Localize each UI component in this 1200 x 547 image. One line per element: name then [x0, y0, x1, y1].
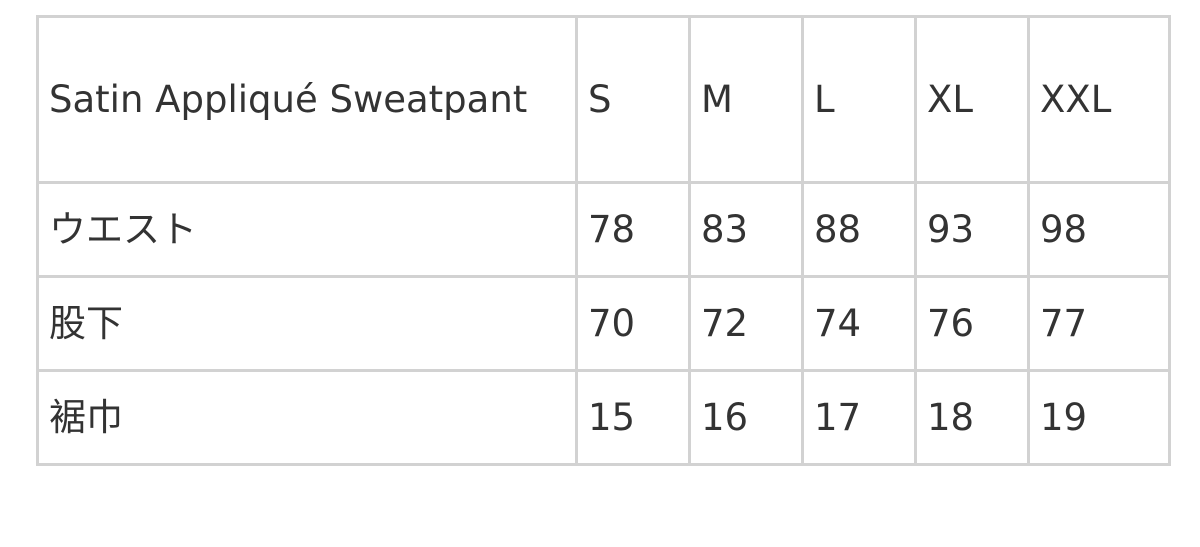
- row-label: ウエスト: [36, 181, 578, 278]
- table-cell: 76: [914, 275, 1030, 372]
- product-name-header: Satin Appliqué Sweatpant: [36, 15, 578, 184]
- row-label: 裾巾: [36, 369, 578, 466]
- size-header-m: M: [688, 15, 804, 184]
- table-header-row: Satin Appliqué Sweatpant S M L XL XXL: [36, 15, 1171, 184]
- table-row-inseam: 股下 70 72 74 76 77: [36, 275, 1171, 372]
- size-chart-table: Satin Appliqué Sweatpant S M L XL XXL ウエ…: [36, 15, 1171, 466]
- table-cell: 70: [575, 275, 691, 372]
- size-header-s: S: [575, 15, 691, 184]
- row-label: 股下: [36, 275, 578, 372]
- size-header-xxl: XXL: [1027, 15, 1171, 184]
- table-cell: 19: [1027, 369, 1171, 466]
- table-cell: 74: [801, 275, 917, 372]
- table-cell: 18: [914, 369, 1030, 466]
- table-cell: 15: [575, 369, 691, 466]
- table-cell: 77: [1027, 275, 1171, 372]
- table-cell: 88: [801, 181, 917, 278]
- table-cell: 16: [688, 369, 804, 466]
- table-cell: 17: [801, 369, 917, 466]
- table-row-waist: ウエスト 78 83 88 93 98: [36, 181, 1171, 278]
- table-cell: 78: [575, 181, 691, 278]
- size-header-xl: XL: [914, 15, 1030, 184]
- size-header-l: L: [801, 15, 917, 184]
- table-cell: 72: [688, 275, 804, 372]
- table-cell: 93: [914, 181, 1030, 278]
- table-row-hem-width: 裾巾 15 16 17 18 19: [36, 369, 1171, 466]
- table-cell: 98: [1027, 181, 1171, 278]
- table-cell: 83: [688, 181, 804, 278]
